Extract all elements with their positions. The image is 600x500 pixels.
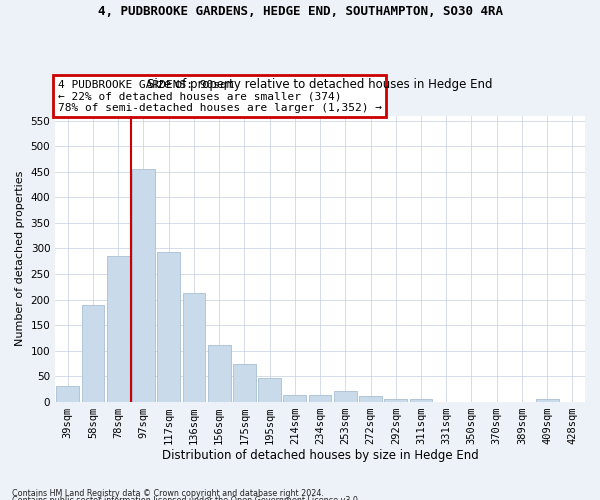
Title: Size of property relative to detached houses in Hedge End: Size of property relative to detached ho… (148, 78, 493, 91)
Bar (107, 256, 130, 402)
Bar (258, 378, 281, 402)
Bar (132, 169, 155, 402)
Bar (157, 252, 180, 402)
Bar (359, 396, 382, 402)
Bar (82, 304, 104, 402)
Bar (385, 398, 407, 402)
Text: 4, PUDBROOKE GARDENS, HEDGE END, SOUTHAMPTON, SO30 4RA: 4, PUDBROOKE GARDENS, HEDGE END, SOUTHAM… (97, 5, 503, 18)
Text: 4 PUDBROOKE GARDENS: 90sqm
← 22% of detached houses are smaller (374)
78% of sem: 4 PUDBROOKE GARDENS: 90sqm ← 22% of deta… (58, 80, 382, 113)
Text: Contains HM Land Registry data © Crown copyright and database right 2024.: Contains HM Land Registry data © Crown c… (12, 488, 324, 498)
Bar (56, 386, 79, 402)
Bar (233, 364, 256, 402)
Bar (182, 294, 205, 402)
Y-axis label: Number of detached properties: Number of detached properties (15, 171, 25, 346)
Bar (283, 395, 306, 402)
Bar (536, 399, 559, 402)
Bar (334, 392, 356, 402)
Bar (208, 346, 230, 402)
X-axis label: Distribution of detached houses by size in Hedge End: Distribution of detached houses by size … (162, 450, 478, 462)
Bar (410, 398, 433, 402)
Bar (309, 395, 331, 402)
Text: Contains public sector information licensed under the Open Government Licence v3: Contains public sector information licen… (12, 496, 361, 500)
